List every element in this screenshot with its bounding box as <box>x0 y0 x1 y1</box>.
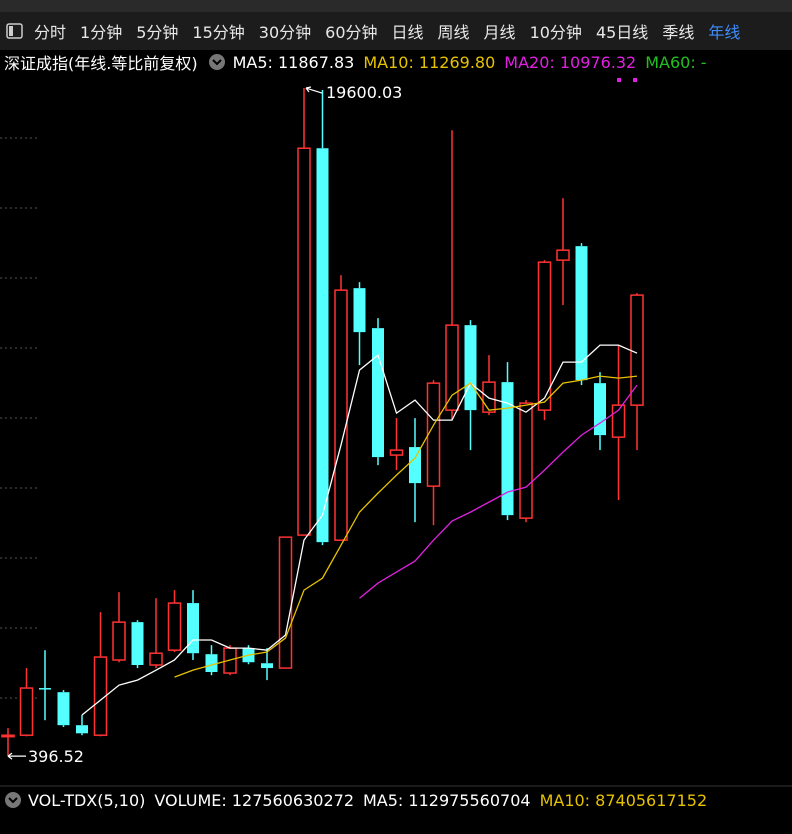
candle-body <box>57 692 70 726</box>
period-tab[interactable]: 周线 <box>437 23 470 42</box>
period-tab[interactable]: 60分钟 <box>325 23 378 42</box>
period-tab[interactable]: 年线 <box>708 23 741 42</box>
chart-title: 深证成指(年线.等比前复权) <box>4 54 198 73</box>
candle-body <box>426 382 441 487</box>
marker <box>617 78 621 82</box>
volume-stat: MA5: 112975560704 <box>363 790 531 810</box>
candle-body <box>630 294 644 406</box>
period-tab[interactable]: 1分钟 <box>80 23 123 42</box>
candle-body <box>501 382 514 516</box>
period-tab[interactable]: 10分钟 <box>529 23 582 42</box>
window-strip <box>0 0 792 12</box>
volume-stat: VOL-TDX(5,10) <box>28 790 146 810</box>
ma-legend: MA5: 11867.83 <box>232 52 355 72</box>
candle-body <box>353 288 366 333</box>
volume-stat: MA10: 87405617152 <box>539 790 708 810</box>
period-tab[interactable]: 分时 <box>34 23 67 42</box>
candle-body <box>575 246 588 381</box>
ma-legend: MA60: - <box>645 52 707 72</box>
candle-body <box>1 734 15 738</box>
candle-body <box>167 602 182 651</box>
candle-body <box>76 725 88 734</box>
candle-body <box>131 622 144 666</box>
min-label: 396.52 <box>28 747 84 766</box>
ma-line <box>174 375 638 678</box>
period-tab[interactable]: 5分钟 <box>136 23 179 42</box>
marker <box>633 78 637 82</box>
candle-body <box>278 536 293 669</box>
chart-header: 深证成指(年线.等比前复权) MA5: 11867.83 MA10: 11269.… <box>4 52 716 74</box>
candle-body <box>149 652 163 666</box>
candle-body <box>93 656 108 736</box>
candle-body <box>482 381 496 413</box>
max-arrow <box>305 86 323 94</box>
grid <box>0 137 40 699</box>
ma-legend: MA10: 11269.80 <box>363 52 496 72</box>
dropdown-icon[interactable] <box>207 52 227 72</box>
candle-body <box>297 147 311 536</box>
period-tab[interactable]: 季线 <box>662 23 695 42</box>
panel-icon[interactable] <box>0 21 34 41</box>
period-tabs: 分时 1分钟 5分钟 15分钟 30分钟 60分钟 日线 周线 月线 10分钟 45日线 季线 年线 <box>0 12 792 50</box>
candle-body <box>464 325 477 411</box>
candle-body <box>611 404 626 438</box>
ma-line <box>81 344 638 716</box>
candle-body <box>445 324 459 411</box>
volume-header: VOL-TDX(5,10) VOLUME: 127560630272 MA5: 11… <box>4 790 716 810</box>
candle-body <box>372 328 384 458</box>
ma-line <box>359 384 638 599</box>
candle-body <box>537 261 552 411</box>
period-tab[interactable]: 月线 <box>483 23 516 42</box>
candle-body <box>39 688 51 690</box>
ma-legend: MA20: 10976.32 <box>504 52 637 72</box>
period-tab[interactable]: 15分钟 <box>192 23 245 42</box>
max-label: 19600.03 <box>326 83 402 102</box>
volume-stat: VOLUME: 127560630272 <box>154 790 354 810</box>
period-tab[interactable]: 30分钟 <box>258 23 312 42</box>
candle-body <box>334 289 348 541</box>
candle-body <box>205 654 218 672</box>
dropdown-icon[interactable] <box>4 790 24 810</box>
candle-body <box>594 383 606 436</box>
candle-body <box>519 402 533 519</box>
candle-body <box>556 249 570 261</box>
candle-body <box>316 148 329 543</box>
min-arrow <box>7 752 26 760</box>
period-tab[interactable]: 日线 <box>391 23 424 42</box>
candle-body <box>261 663 273 669</box>
candle-body <box>187 603 199 654</box>
candle-body <box>19 687 34 736</box>
period-tab[interactable]: 45日线 <box>595 23 649 42</box>
candle-body <box>409 447 421 484</box>
candle-body <box>389 449 404 456</box>
candle-body <box>112 621 126 661</box>
